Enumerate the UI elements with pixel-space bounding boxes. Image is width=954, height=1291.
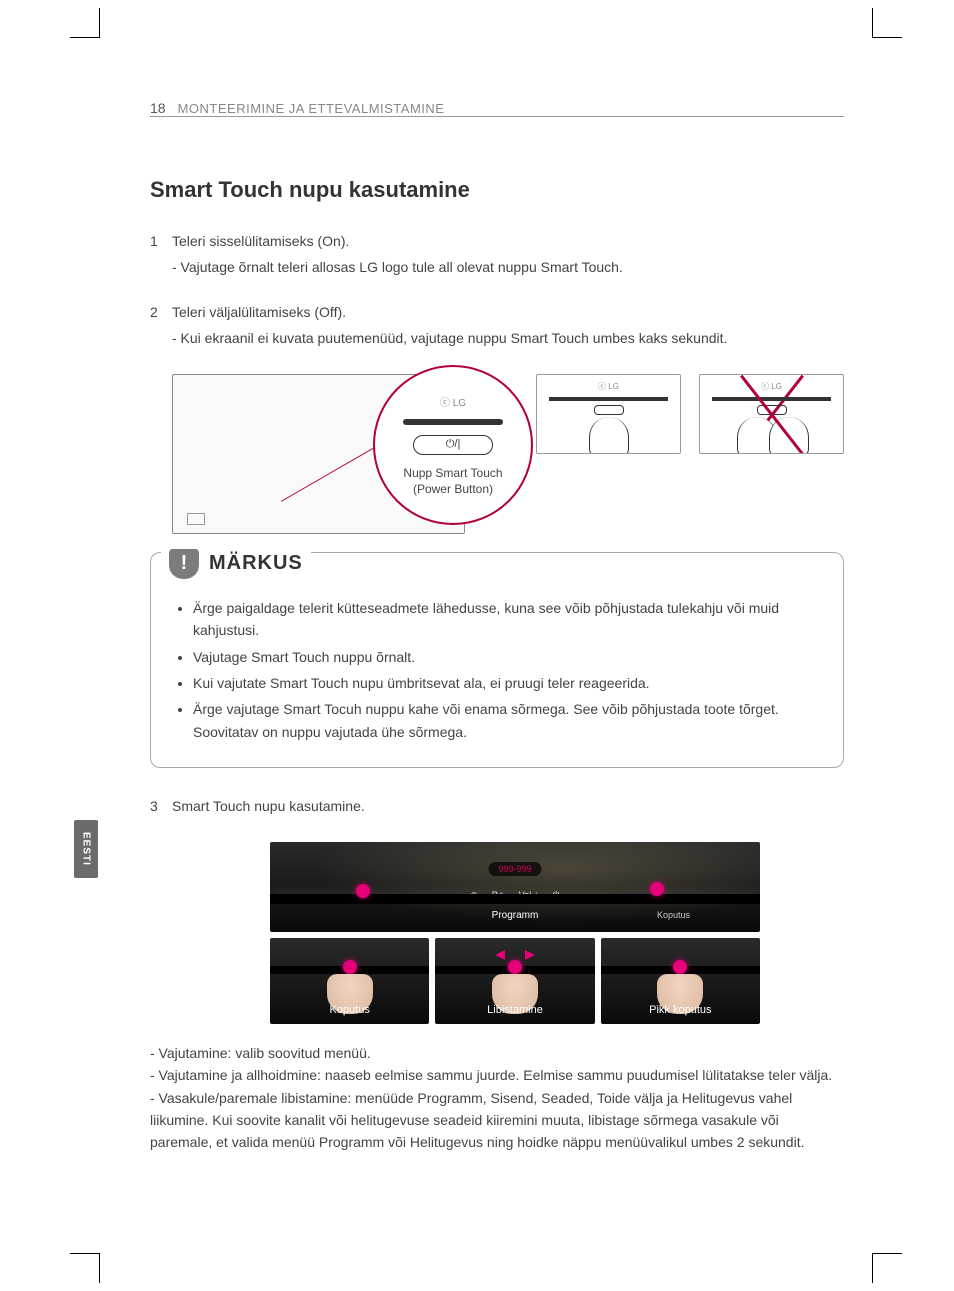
step-sub: - Vajutage õrnalt teleri allosas LG logo… (172, 257, 844, 279)
gesture-label: Libistamine (435, 1004, 594, 1016)
bezel-bar (270, 894, 760, 904)
callout-label-line2: (Power Button) (413, 482, 493, 496)
gesture-top-panel: 999-999 ⊕ P◇ Vol ± ⏻ Programm Koputus (270, 842, 760, 932)
crop-mark (70, 8, 100, 38)
note-item: Kui vajutate Smart Touch nupu ümbritseva… (193, 672, 821, 694)
top-right-label: Koputus (657, 910, 690, 920)
touch-dot-icon (356, 884, 370, 898)
touch-correct: ⓒ LG (536, 374, 681, 454)
callout-label-line1: Nupp Smart Touch (403, 466, 502, 480)
step-number: 2 (150, 302, 172, 349)
demo-button (594, 405, 624, 415)
gesture-pikk-koputus: Pikk koputus (601, 938, 760, 1024)
touch-dot-icon (508, 960, 522, 974)
note-item: Vajutage Smart Touch nuppu õrnalt. (193, 646, 821, 668)
channel-pill: 999-999 (488, 862, 541, 876)
gesture-label: Pikk koputus (601, 1004, 760, 1016)
hand-icon (769, 417, 809, 454)
page-header: 18 MONTEERIMINE JA ETTEVALMISTAMINE (150, 0, 844, 117)
note-badge: ! MÄRKUS (161, 549, 311, 579)
step-sub: - Kui ekraanil ei kuvata puutemenüüd, va… (172, 328, 844, 350)
tv-small-logo (187, 513, 205, 525)
demo-bar (549, 397, 668, 401)
step-title: Smart Touch nupu kasutamine. (172, 796, 844, 818)
gesture-label: Koputus (270, 1004, 429, 1016)
desc-line: - Vajutamine: valib soovitud menüü. (150, 1042, 844, 1064)
step-title: Teleri väljalülitamiseks (Off). (172, 302, 844, 324)
gesture-koputus: Koputus (270, 938, 429, 1024)
diagram-row: ⓒ LG ⏻/| Nupp Smart Touch (Power Button)… (172, 374, 844, 534)
demo-bar (712, 397, 831, 401)
gesture-panels: 999-999 ⊕ P◇ Vol ± ⏻ Programm Koputus Ko… (270, 842, 760, 1024)
language-tab: EESTI (74, 820, 98, 878)
arrow-right-icon (525, 950, 535, 960)
section-title: Smart Touch nupu kasutamine (150, 177, 844, 203)
demo-button (757, 405, 787, 415)
description-block: - Vajutamine: valib soovitud menüü. - Va… (150, 1042, 844, 1154)
step-title: Teleri sisselülitamiseks (On). (172, 231, 844, 253)
note-box: ! MÄRKUS Ärge paigaldage telerit küttese… (150, 552, 844, 768)
page-number: 18 (150, 100, 166, 116)
tv-illustration: ⓒ LG ⏻/| Nupp Smart Touch (Power Button) (172, 374, 465, 534)
top-center-label: Programm (492, 910, 539, 921)
crop-mark (872, 1253, 902, 1283)
hand-icon (589, 417, 629, 454)
gesture-libistamine: Libistamine (435, 938, 594, 1024)
step-2: 2 Teleri väljalülitamiseks (Off). - Kui … (150, 302, 844, 349)
callout-circle: ⓒ LG ⏻/| Nupp Smart Touch (Power Button) (373, 365, 533, 525)
step-number: 1 (150, 231, 172, 278)
crop-mark (70, 1253, 100, 1283)
callout-label: Nupp Smart Touch (Power Button) (403, 465, 502, 497)
note-icon: ! (169, 549, 199, 579)
desc-line: - Vajutamine ja allhoidmine: naaseb eelm… (150, 1064, 844, 1086)
power-button-icon: ⏻/| (413, 435, 493, 455)
demo-logo: ⓒ LG (598, 381, 619, 392)
note-item: Ärge vajutage Smart Tocuh nuppu kahe või… (193, 698, 821, 743)
demo-logo: ⓒ LG (761, 381, 782, 392)
crop-mark (872, 8, 902, 38)
step-number: 3 (150, 796, 172, 818)
bezel-bar (403, 419, 503, 425)
touch-dot-icon (673, 960, 687, 974)
step-1: 1 Teleri sisselülitamiseks (On). - Vajut… (150, 231, 844, 278)
header-title: MONTEERIMINE JA ETTEVALMISTAMINE (178, 101, 445, 116)
callout-line (281, 441, 385, 502)
arrow-left-icon (495, 950, 505, 960)
touch-wrong: ⓒ LG (699, 374, 844, 454)
desc-line: - Vasakule/paremale libistamine: menüüde… (150, 1087, 844, 1154)
note-item: Ärge paigaldage telerit kütteseadmete lä… (193, 597, 821, 642)
touch-dot-icon (343, 960, 357, 974)
touch-dot-icon (650, 882, 664, 896)
step-3: 3 Smart Touch nupu kasutamine. (150, 796, 844, 818)
lg-logo: ⓒ LG (423, 393, 483, 411)
note-title: MÄRKUS (209, 552, 303, 575)
